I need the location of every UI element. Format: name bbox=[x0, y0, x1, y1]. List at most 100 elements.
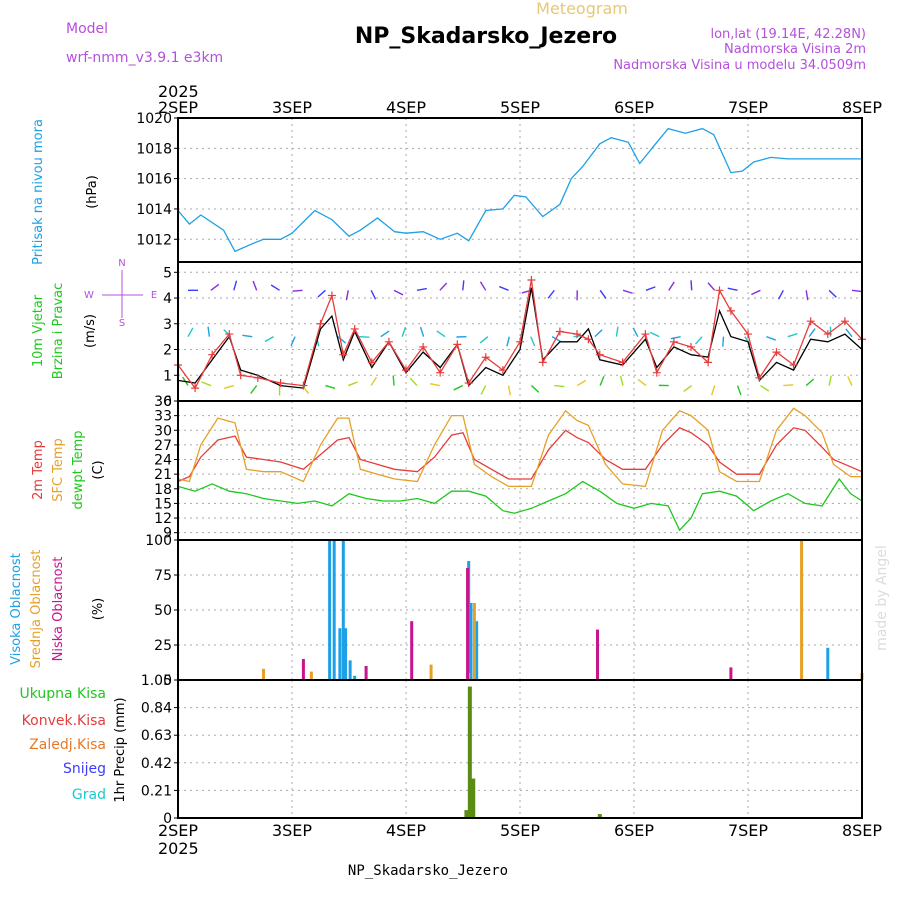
wind-vector bbox=[722, 336, 725, 347]
wind-vector bbox=[637, 378, 647, 387]
precip-legend-snow: Snijeg bbox=[63, 761, 106, 777]
wind-vector bbox=[392, 375, 395, 386]
gust-marker bbox=[367, 358, 376, 367]
wind-vector bbox=[250, 385, 258, 394]
wind-vector bbox=[736, 385, 742, 396]
bar bbox=[353, 675, 357, 680]
y-tick-label: 9 bbox=[163, 526, 172, 542]
wind-vector bbox=[210, 283, 220, 291]
gust-marker bbox=[225, 330, 234, 339]
wind-vector bbox=[370, 290, 377, 300]
bar bbox=[338, 628, 342, 680]
bar bbox=[364, 666, 368, 680]
y-tick-label: 21 bbox=[154, 467, 172, 483]
y-tick-label: 15 bbox=[154, 496, 172, 512]
bar bbox=[301, 659, 305, 680]
y-tick-label: 12 bbox=[154, 511, 172, 527]
lonlat-label: lon,lat (19.14E, 42.28N) bbox=[710, 27, 866, 42]
x-tick-labels-bottom: 2SEP 3SEP 4SEP 5SEP 6SEP 7SEP 8SEP bbox=[158, 821, 882, 840]
wind-vector bbox=[480, 385, 487, 395]
y-tick-label: 100 bbox=[145, 533, 172, 549]
wind-vector bbox=[359, 335, 370, 338]
y-tick-label: 0.63 bbox=[141, 728, 172, 744]
bar bbox=[348, 660, 352, 680]
precip-title: 1hr Precip (mm) bbox=[113, 697, 128, 802]
y-tick-label: 1018 bbox=[136, 141, 172, 157]
gust-marker bbox=[618, 358, 627, 367]
precip-legend-hail: Grad bbox=[72, 787, 106, 803]
gust-marker bbox=[726, 306, 735, 315]
wind-vector bbox=[325, 384, 336, 389]
wind-vector bbox=[530, 385, 540, 393]
temp-title2: SFC Temp bbox=[51, 438, 66, 502]
wind-vector bbox=[805, 290, 809, 301]
x-tick-label-bottom: 5SEP bbox=[500, 821, 540, 840]
wind-vector bbox=[576, 379, 587, 387]
wind-vector bbox=[317, 289, 326, 298]
y-tick-label: 24 bbox=[154, 453, 172, 469]
footer-station: NP_Skadarsko_Jezero bbox=[348, 863, 508, 879]
precip-legend: Ukupna Kisa Konvek.Kisa Zaledj.Kisa Snij… bbox=[19, 686, 106, 803]
panel-cloud: 0 25 50 75 100 bbox=[145, 533, 864, 689]
series-line bbox=[177, 127, 862, 253]
wind-title: 10m Vjetar bbox=[31, 294, 46, 367]
gust-marker bbox=[641, 330, 650, 339]
wind-vector bbox=[766, 335, 776, 341]
gust-marker bbox=[327, 291, 336, 300]
y-tick-label: 75 bbox=[154, 568, 172, 584]
gust-marker bbox=[316, 319, 325, 328]
wind-vector bbox=[851, 289, 863, 293]
wind-vector bbox=[622, 289, 633, 294]
wind-vector bbox=[808, 328, 816, 338]
bar bbox=[471, 778, 476, 818]
wind-vector bbox=[727, 287, 738, 291]
model-elevation-label: Nadmorska Visina u modelu 34.0509m bbox=[613, 58, 866, 73]
compass-n: N bbox=[118, 258, 125, 269]
gust-marker bbox=[806, 317, 815, 326]
wind-vector bbox=[619, 375, 624, 386]
x-tick-label-bottom: 8SEP bbox=[842, 821, 882, 840]
bar bbox=[466, 568, 470, 680]
wind-vector-row bbox=[188, 280, 863, 301]
gust-marker bbox=[573, 330, 581, 339]
x-tick-label-top: 2SEP bbox=[158, 98, 198, 117]
wind-vector bbox=[264, 336, 275, 343]
y-tick-label: 50 bbox=[154, 603, 172, 619]
y-tick-label: 0.84 bbox=[141, 701, 172, 717]
wind-vector bbox=[645, 286, 656, 291]
precip-legend-total: Ukupna Kisa bbox=[19, 686, 106, 702]
x-tick-label-bottom: 3SEP bbox=[272, 821, 312, 840]
gust-marker bbox=[419, 342, 428, 351]
gust-marker bbox=[744, 330, 752, 339]
gust-marker bbox=[498, 366, 507, 375]
series-line bbox=[177, 287, 863, 389]
wind-compass: N S W E bbox=[84, 258, 157, 329]
y-tick-label: 1 bbox=[163, 368, 172, 384]
y-tick-label: 0.42 bbox=[141, 756, 172, 772]
wind-vector bbox=[380, 330, 390, 338]
wind-vector bbox=[453, 384, 464, 391]
wind-vector bbox=[707, 282, 716, 291]
gust-markers bbox=[174, 276, 866, 393]
wind-vector bbox=[599, 289, 607, 299]
x-year-top: 2025 bbox=[158, 82, 199, 101]
station-title: NP_Skadarsko_Jezero bbox=[355, 24, 617, 49]
panel-wind: 0 1 2 3 4 5 bbox=[163, 261, 866, 410]
precip-legend-freezing: Zaledj.Kisa bbox=[29, 737, 106, 753]
panel-precip: 0 0.21 0.42 0.63 0.84 1.05 bbox=[141, 673, 863, 827]
wind-title2: Brzina i Pravac bbox=[51, 283, 66, 380]
gust-marker bbox=[516, 337, 524, 346]
gust-marker bbox=[715, 286, 724, 295]
cloud-unit: (%) bbox=[91, 598, 106, 621]
panel-frame bbox=[177, 400, 863, 541]
y-tick-label: 27 bbox=[154, 438, 172, 454]
bar bbox=[475, 621, 479, 680]
gust-marker bbox=[595, 350, 604, 359]
wind-vector bbox=[805, 378, 815, 387]
wind-vector bbox=[370, 376, 378, 386]
y-tick-label: 1020 bbox=[136, 111, 172, 127]
series-line bbox=[177, 477, 863, 532]
wind-vector bbox=[223, 384, 234, 389]
gust-marker bbox=[704, 358, 713, 367]
